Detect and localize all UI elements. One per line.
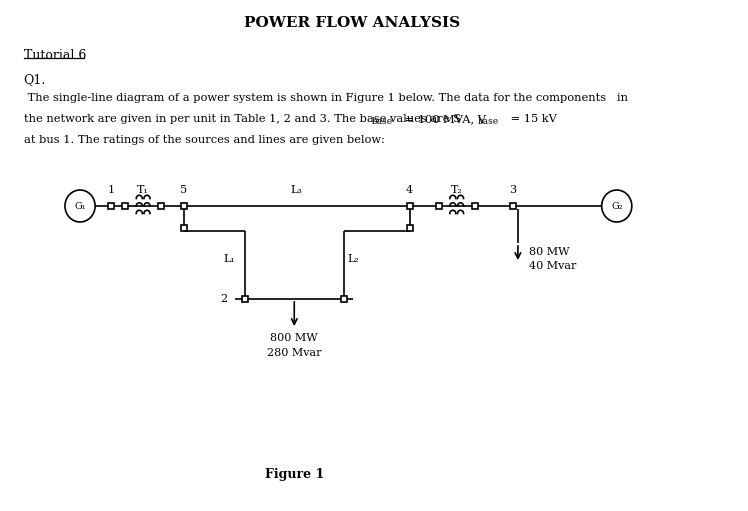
Text: the network are given in per unit in Table 1, 2 and 3. The base values are S: the network are given in per unit in Tab… xyxy=(23,114,461,124)
Text: G₂: G₂ xyxy=(611,201,622,211)
Text: L₃: L₃ xyxy=(291,185,302,195)
Text: T₂: T₂ xyxy=(451,185,462,195)
Circle shape xyxy=(601,190,632,222)
Bar xyxy=(407,225,413,231)
Bar xyxy=(510,203,516,209)
Text: L₁: L₁ xyxy=(224,253,236,264)
Bar xyxy=(407,203,413,209)
Text: 3: 3 xyxy=(509,185,517,195)
Text: Figure 1: Figure 1 xyxy=(265,468,324,481)
Text: 5: 5 xyxy=(180,185,187,195)
Text: base: base xyxy=(372,117,393,126)
Text: base: base xyxy=(477,117,498,126)
Text: The single-line diagram of a power system is shown in Figure 1 below. The data f: The single-line diagram of a power syste… xyxy=(23,93,628,103)
Text: 40 Mvar: 40 Mvar xyxy=(529,261,577,271)
Text: = 15 kV: = 15 kV xyxy=(506,114,557,124)
Text: 4: 4 xyxy=(406,185,413,195)
Bar xyxy=(158,203,164,209)
Bar xyxy=(180,225,187,231)
Text: G₁: G₁ xyxy=(74,201,86,211)
Text: L₂: L₂ xyxy=(348,253,359,264)
Bar xyxy=(340,296,347,302)
Bar xyxy=(471,203,478,209)
Text: = 100 MVA, V: = 100 MVA, V xyxy=(401,114,486,124)
Text: Q1.: Q1. xyxy=(23,73,46,86)
Circle shape xyxy=(65,190,95,222)
Text: 800 MW: 800 MW xyxy=(271,333,318,343)
Bar xyxy=(436,203,442,209)
Text: 1: 1 xyxy=(108,185,114,195)
Text: at bus 1. The ratings of the sources and lines are given below:: at bus 1. The ratings of the sources and… xyxy=(23,135,384,145)
Bar xyxy=(108,203,114,209)
Text: Tutorial 6: Tutorial 6 xyxy=(23,49,86,62)
Bar xyxy=(180,203,187,209)
Text: POWER FLOW ANALYSIS: POWER FLOW ANALYSIS xyxy=(244,16,460,30)
Text: T₁: T₁ xyxy=(137,185,149,195)
Text: 2: 2 xyxy=(221,294,227,304)
Bar xyxy=(242,296,248,302)
Bar xyxy=(122,203,129,209)
Text: 80 MW: 80 MW xyxy=(529,247,570,257)
Text: 280 Mvar: 280 Mvar xyxy=(267,348,322,358)
